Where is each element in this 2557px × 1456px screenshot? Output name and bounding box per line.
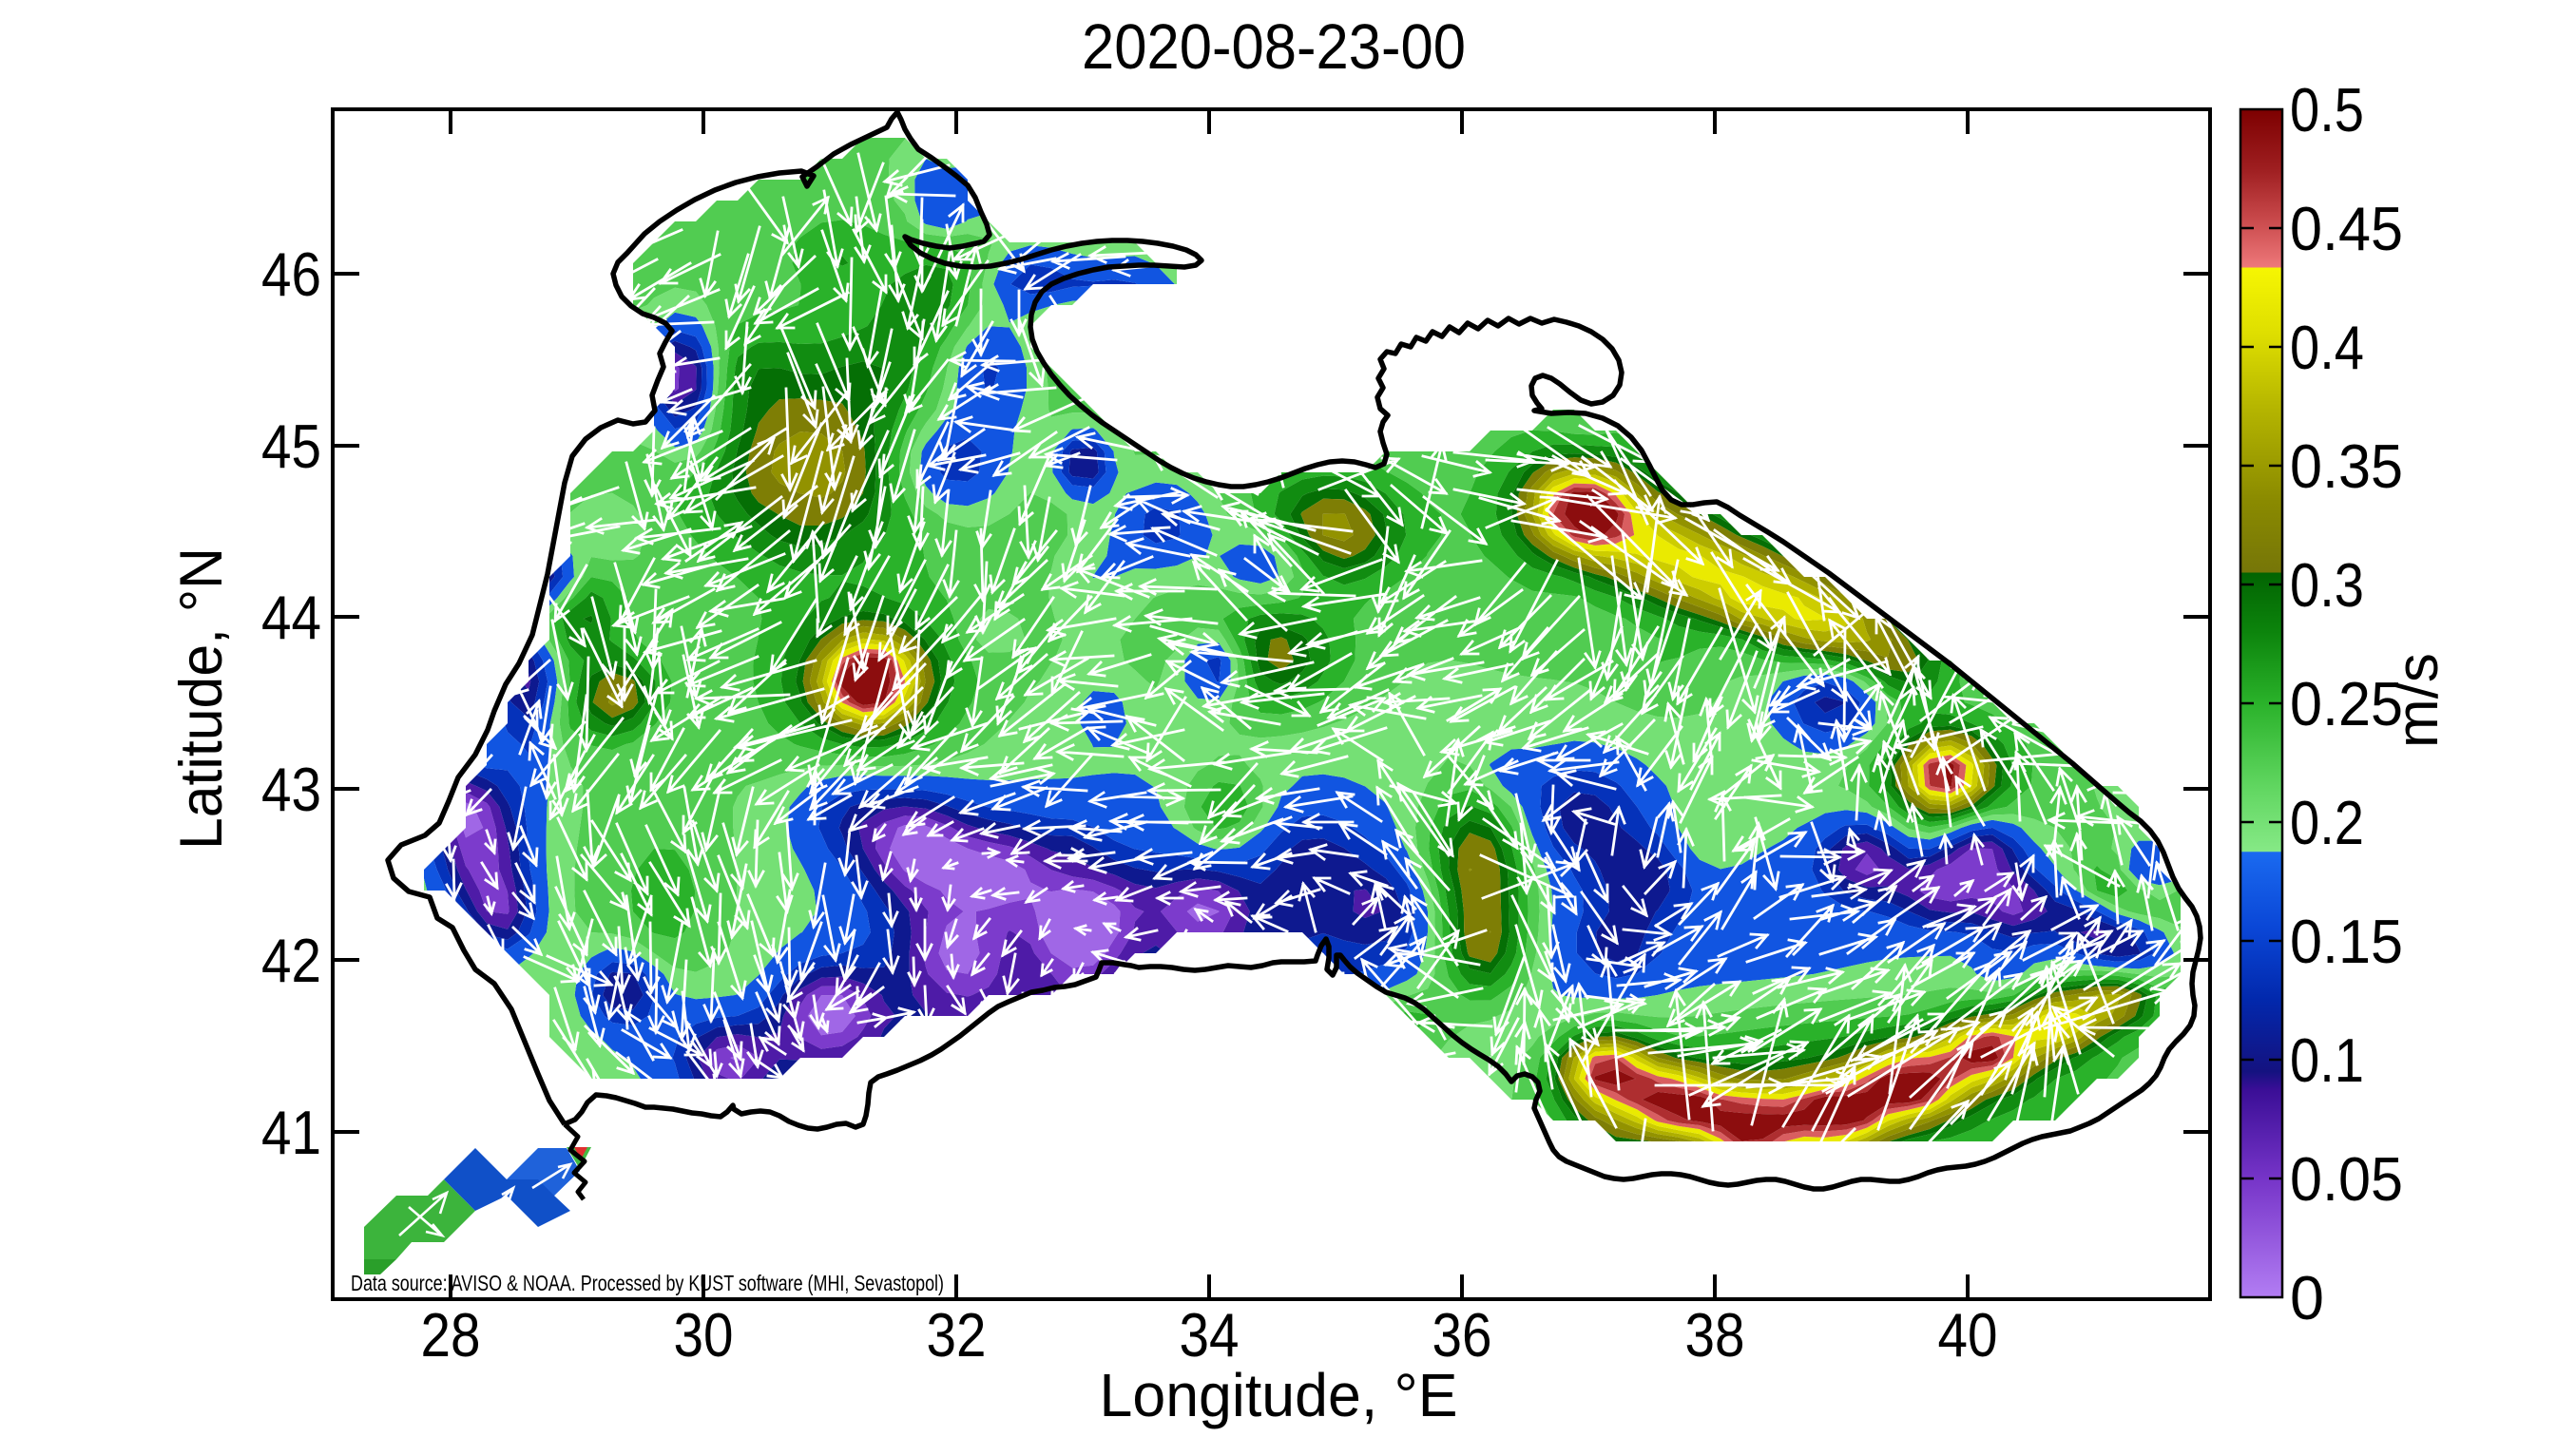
svg-text:44: 44 [261,583,321,652]
svg-text:0: 0 [2290,1263,2324,1332]
svg-text:0.1: 0.1 [2290,1025,2364,1095]
svg-text:0.45: 0.45 [2290,194,2403,263]
svg-text:46: 46 [261,239,321,309]
svg-text:0.35: 0.35 [2290,431,2403,501]
svg-text:43: 43 [261,755,321,824]
svg-text:0.2: 0.2 [2290,788,2364,857]
svg-text:2020-08-23-00: 2020-08-23-00 [1082,11,1466,83]
svg-text:42: 42 [261,926,321,995]
svg-text:0.3: 0.3 [2290,550,2364,620]
svg-text:Data source: AVISO & NOAA. Pro: Data source: AVISO & NOAA. Processed by … [351,1271,944,1295]
svg-text:0.4: 0.4 [2290,313,2364,382]
svg-text:34: 34 [1180,1300,1240,1370]
svg-text:0.25: 0.25 [2290,669,2403,738]
svg-text:Latitude, °N: Latitude, °N [168,547,235,850]
svg-text:Longitude, °E: Longitude, °E [1100,1361,1458,1429]
svg-text:0.5: 0.5 [2290,75,2364,144]
svg-text:28: 28 [421,1300,481,1370]
svg-text:m/s: m/s [2385,653,2451,748]
svg-text:0.15: 0.15 [2290,907,2403,976]
svg-text:45: 45 [261,412,321,481]
svg-text:32: 32 [927,1300,987,1370]
svg-text:40: 40 [1938,1300,1998,1370]
svg-text:36: 36 [1432,1300,1492,1370]
svg-text:41: 41 [261,1098,321,1167]
svg-text:38: 38 [1685,1300,1745,1370]
svg-text:0.05: 0.05 [2290,1144,2403,1214]
svg-text:30: 30 [674,1300,734,1370]
